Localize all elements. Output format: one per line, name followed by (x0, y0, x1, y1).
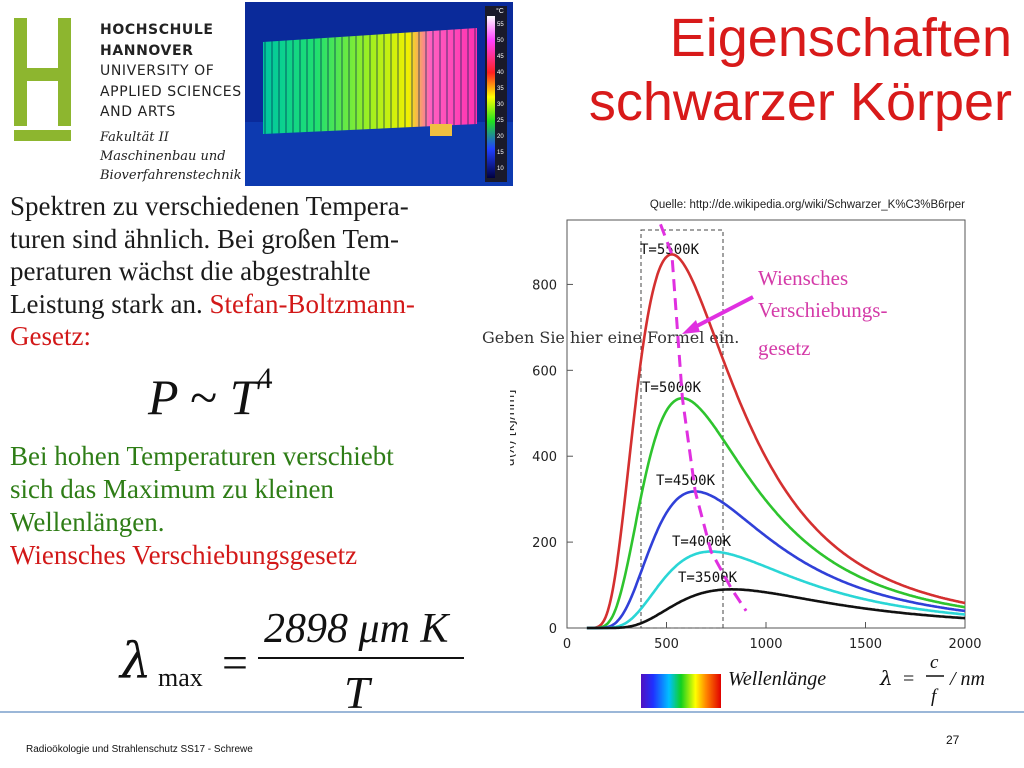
scale-tick: 30 (497, 102, 504, 108)
series-line (586, 253, 966, 630)
y-tick-label: 400 (532, 450, 557, 465)
scale-tick: 50 (497, 38, 504, 44)
x-tick-label: 0 (563, 637, 571, 652)
series-label: T=3500K (678, 570, 738, 586)
formula-sim: ~ (190, 369, 218, 425)
scale-tick: 20 (497, 134, 504, 140)
annotation-line: gesetz (758, 336, 810, 360)
uni-line: AND ARTS (100, 104, 176, 120)
formula-placeholder[interactable]: Geben Sie hier eine Formel ein. (482, 328, 740, 347)
formula-exp: 4 (257, 362, 273, 396)
series-label: T=5000K (642, 380, 702, 396)
series-line (586, 588, 966, 630)
faculty-line: Maschinenbau und (100, 149, 226, 164)
formula-t: T (229, 369, 258, 425)
slide-title: Eigenschaften schwarzer Körper (589, 6, 1012, 134)
series-line (586, 490, 966, 630)
x-formula-den: f (931, 686, 939, 707)
hochschule-logo-icon (14, 18, 71, 141)
formula-p: P (148, 369, 178, 425)
y-tick-label: 200 (532, 536, 557, 551)
formula-den: T (344, 667, 373, 715)
annotation-arrow (692, 295, 754, 330)
text-line: Leistung stark an. (10, 288, 203, 319)
stefan-boltzmann-formula: P ~ T4 (148, 362, 273, 426)
text-line: Bei hohen Temperaturen verschiebt (10, 441, 394, 471)
scale-tick: 35 (497, 86, 504, 92)
stefan-boltzmann-label-2: Gesetz: (10, 321, 91, 351)
annotation-arrowhead (682, 320, 700, 334)
y-axis-label: u(λ) [kJ/nm] (510, 390, 518, 467)
series-line (586, 396, 966, 630)
x-formula-lambda: λ (879, 666, 893, 690)
text-line: sich das Maximum zu kleinen (10, 474, 334, 504)
x-formula-unit: / nm (949, 668, 985, 690)
annotation-line: Wiensches (758, 266, 848, 290)
x-formula-num: c (930, 652, 939, 673)
x-formula-eq: = (903, 668, 914, 690)
y-tick-label: 0 (549, 622, 557, 637)
scale-unit: °C (496, 7, 504, 15)
uni-line: HOCHSCHULE (100, 22, 214, 38)
scale-tick: 10 (497, 166, 504, 172)
scale-tick: 25 (497, 118, 504, 124)
title-line: schwarzer Körper (588, 72, 1012, 132)
wien-paragraph: Bei hohen Temperaturen verschiebt sich d… (10, 440, 510, 572)
x-tick-label: 2000 (948, 637, 981, 652)
planck-spectrum-chart: Quelle: http://de.wikipedia.org/wiki/Sch… (510, 199, 985, 708)
x-tick-label: 1500 (849, 637, 882, 652)
wien-formula: λ max = 2898 μm K T (118, 606, 464, 715)
formula-sub: max (158, 663, 203, 692)
wien-law-label: Wiensches Verschiebungsgesetz (10, 540, 358, 570)
series-line (586, 550, 966, 630)
scale-tick: 40 (497, 70, 504, 76)
x-axis-label: Wellenlänge (728, 668, 826, 690)
thermal-radiator-image: °C 55 50 45 40 35 30 25 20 15 10 (245, 2, 513, 186)
series-label: T=4000K (672, 534, 732, 550)
footer-text: Radioökologie und Strahlenschutz SS17 - … (26, 744, 253, 755)
uni-line: UNIVERSITY OF (100, 63, 215, 79)
x-tick-label: 1000 (749, 637, 782, 652)
formula-num: 2898 μm K (264, 606, 450, 652)
y-tick-label: 800 (532, 278, 557, 293)
spectra-paragraph: Spektren zu verschiedenen Tempera- turen… (10, 190, 510, 353)
formula-lambda: λ (118, 632, 152, 690)
scale-tick: 45 (497, 54, 504, 60)
university-name: HOCHSCHULE HANNOVER UNIVERSITY OF APPLIE… (100, 20, 242, 123)
wien-displacement-line (659, 223, 748, 612)
title-line: Eigenschaften (669, 8, 1012, 68)
series-label: T=4500K (656, 473, 716, 489)
chart-source: Quelle: http://de.wikipedia.org/wiki/Sch… (650, 199, 965, 211)
annotation-line: Verschiebungs- (758, 298, 887, 322)
text-line: peraturen wächst die abgestrahlte (10, 256, 371, 286)
y-tick-label: 600 (532, 364, 557, 379)
formula-eq: = (222, 637, 248, 688)
faculty-line: Bioverfahrenstechnik (100, 168, 242, 183)
faculty-name: Fakultät II Maschinenbau und Bioverfahre… (100, 128, 242, 185)
uni-line: APPLIED SCIENCES (100, 83, 242, 100)
text-line: Spektren zu verschiedenen Tempera- (10, 191, 409, 221)
footer-divider (0, 711, 1024, 713)
x-tick-label: 500 (654, 637, 679, 652)
page-number: 27 (946, 733, 960, 747)
text-line: turen sind ähnlich. Bei großen Tem- (10, 223, 400, 254)
text-line: Wellenlängen. (10, 507, 165, 537)
faculty-line: Fakultät II (100, 130, 169, 145)
uni-line: HANNOVER (100, 42, 194, 59)
scale-tick: 15 (497, 150, 504, 156)
scale-tick: 55 (497, 22, 504, 28)
stefan-boltzmann-label: Stefan-Boltzmann- (209, 288, 415, 319)
